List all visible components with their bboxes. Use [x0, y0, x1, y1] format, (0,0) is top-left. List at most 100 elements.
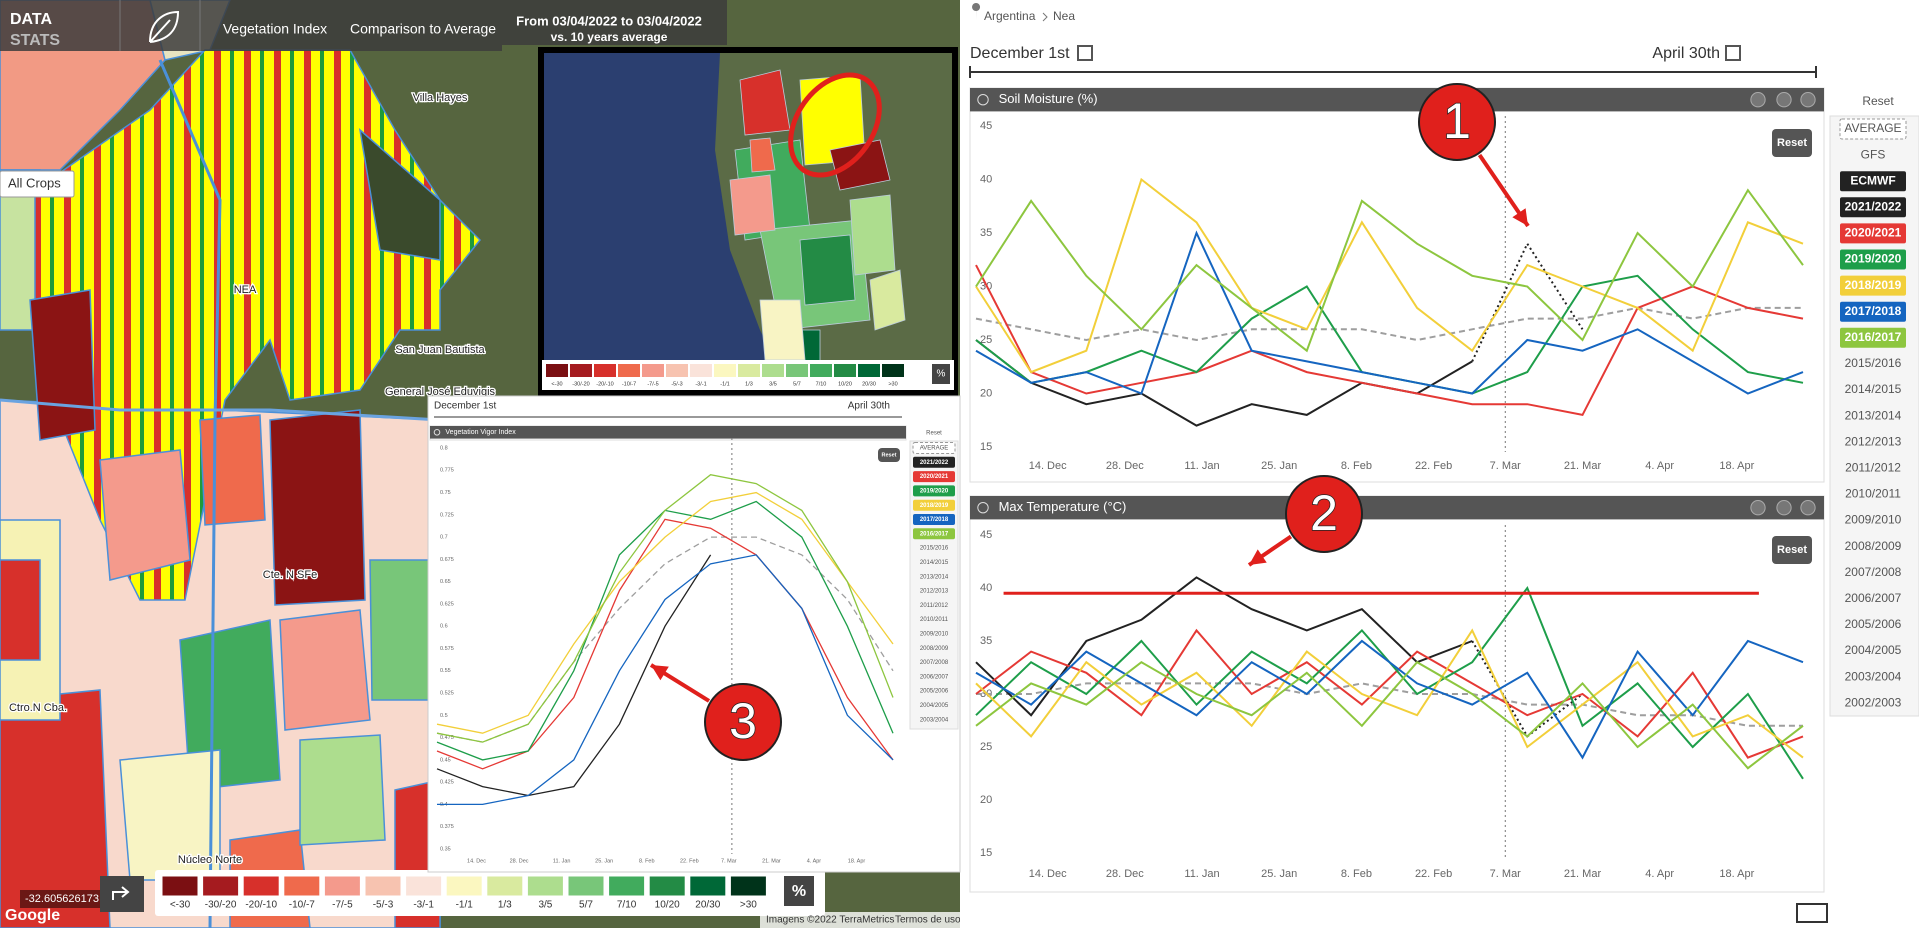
- chart-icon: [977, 94, 989, 106]
- legend-text[interactable]: 2007/2008: [920, 660, 949, 666]
- tab[interactable]: Comparison to Average: [350, 21, 496, 37]
- legend-text[interactable]: 2010/2011: [1845, 487, 1901, 501]
- header-button[interactable]: [1800, 500, 1816, 516]
- x-tick-label: 25. Jan: [1261, 460, 1297, 472]
- legend-text[interactable]: 2011/2012: [920, 603, 949, 609]
- crop-filter-label[interactable]: All Crops: [8, 175, 61, 190]
- legend-item[interactable]: [1840, 301, 1906, 322]
- legend-text[interactable]: 2010/2011: [920, 617, 949, 623]
- legend-text[interactable]: 2002/2003: [1845, 695, 1902, 709]
- legend-swatch: [323, 875, 361, 897]
- reset-label[interactable]: Reset: [1777, 544, 1807, 556]
- legend-item[interactable]: [913, 471, 955, 483]
- legend-text[interactable]: 2019/2020: [920, 488, 949, 494]
- header-button[interactable]: [1776, 92, 1792, 108]
- legend-text[interactable]: 2018/2019: [920, 503, 949, 509]
- legend-text[interactable]: 2003/2004: [1845, 669, 1902, 683]
- legend-label: 20/30: [695, 900, 720, 911]
- legend-text[interactable]: AVERAGE: [920, 446, 949, 452]
- legend-item[interactable]: [912, 442, 956, 454]
- legend-text[interactable]: 2014/2015: [1845, 382, 1902, 396]
- legend-reset[interactable]: Reset: [1862, 94, 1894, 108]
- series-line: [436, 491, 894, 734]
- legend-item[interactable]: [913, 485, 955, 497]
- series-line: [975, 639, 1804, 760]
- legend-text[interactable]: 2011/2012: [1845, 460, 1901, 474]
- y-tick-label: 45: [980, 529, 992, 541]
- legend-item[interactable]: [913, 528, 955, 540]
- reset-label[interactable]: Reset: [1777, 137, 1807, 149]
- legend-text[interactable]: 2003/2004: [920, 717, 949, 723]
- chart-title: Vegetation Vigor Index: [445, 429, 516, 436]
- legend-text[interactable]: 2006/2007: [1845, 591, 1902, 605]
- share-button[interactable]: [100, 876, 144, 912]
- legend-text[interactable]: 2013/2014: [1845, 408, 1902, 422]
- legend-text[interactable]: 2013/2014: [920, 574, 949, 580]
- unit-label[interactable]: %: [792, 883, 806, 900]
- legend-text[interactable]: AVERAGE: [1844, 121, 1901, 135]
- y-tick-label: 0.375: [440, 824, 454, 830]
- legend-text[interactable]: 2005/2006: [1845, 617, 1902, 631]
- header-button[interactable]: [1800, 92, 1816, 108]
- breadcrumb[interactable]: Argentina: [984, 9, 1036, 23]
- legend-text[interactable]: 2015/2016: [920, 546, 949, 552]
- legend-text[interactable]: 2018/2019: [1845, 278, 1902, 292]
- legend-item[interactable]: [1840, 249, 1906, 270]
- header-button[interactable]: [1750, 500, 1766, 516]
- legend-text[interactable]: 2017/2018: [920, 517, 949, 523]
- legend-item[interactable]: [913, 499, 955, 511]
- inset-legend-swatch: [570, 364, 592, 377]
- brand: DATA: [10, 11, 53, 28]
- legend-item[interactable]: [1839, 118, 1907, 140]
- reset-button[interactable]: [1772, 129, 1812, 157]
- legend-text[interactable]: ECMWF: [1850, 173, 1895, 187]
- legend-item[interactable]: [1840, 171, 1906, 192]
- legend-text[interactable]: 2021/2022: [920, 460, 949, 466]
- header-bar: [0, 0, 502, 51]
- legend-text[interactable]: 2020/2021: [1845, 226, 1902, 240]
- tab[interactable]: Vegetation Index: [223, 21, 327, 37]
- header-button[interactable]: [1776, 500, 1792, 516]
- legend-text[interactable]: 2019/2020: [1845, 252, 1902, 266]
- x-tick-label: 14. Dec: [467, 858, 486, 864]
- legend-item[interactable]: [913, 456, 955, 468]
- reset-button[interactable]: [1772, 536, 1812, 564]
- reset-button[interactable]: [878, 448, 900, 462]
- legend-text[interactable]: 2004/2005: [920, 703, 949, 709]
- legend-text[interactable]: 2021/2022: [1845, 199, 1902, 213]
- x-tick-label: 25. Jan: [595, 858, 613, 864]
- legend-text[interactable]: 2006/2007: [920, 674, 949, 680]
- legend-text[interactable]: 2007/2008: [1845, 565, 1902, 579]
- legend-text[interactable]: 2017/2018: [1845, 304, 1902, 318]
- reset-label[interactable]: Reset: [882, 452, 897, 458]
- legend-text[interactable]: 2008/2009: [1845, 539, 1902, 553]
- legend-text[interactable]: 2016/2017: [920, 531, 949, 537]
- legend-text[interactable]: 2020/2021: [920, 474, 949, 480]
- crop-filter[interactable]: [0, 170, 75, 198]
- legend-item[interactable]: [1840, 275, 1906, 296]
- legend-text[interactable]: 2015/2016: [1845, 356, 1902, 370]
- legend-text[interactable]: 2005/2006: [920, 689, 949, 695]
- legend-text[interactable]: GFS: [1861, 147, 1886, 161]
- legend-text[interactable]: 2004/2005: [1845, 643, 1902, 657]
- legend-text[interactable]: 2012/2013: [1845, 434, 1902, 448]
- legend-text[interactable]: 2009/2010: [920, 631, 949, 637]
- legend-text[interactable]: 2012/2013: [920, 589, 949, 595]
- period-end[interactable]: April 30th: [1652, 45, 1720, 62]
- legend-item[interactable]: [1840, 223, 1906, 244]
- legend-text[interactable]: 2014/2015: [920, 560, 949, 566]
- period-start[interactable]: December 1st: [970, 45, 1070, 62]
- map-label: Núcleo Norte: [178, 854, 242, 866]
- bottom-icon[interactable]: [1796, 903, 1828, 923]
- legend-text[interactable]: 2009/2010: [1845, 513, 1902, 527]
- legend-item[interactable]: [913, 514, 955, 525]
- series-line: [975, 306, 1803, 342]
- legend-text[interactable]: 2008/2009: [920, 646, 949, 652]
- y-tick-label: 0.475: [440, 735, 454, 741]
- legend-item[interactable]: [1840, 197, 1906, 218]
- legend-item[interactable]: [1840, 327, 1906, 348]
- header-button[interactable]: [1750, 92, 1766, 108]
- legend-text[interactable]: 2016/2017: [1845, 330, 1902, 344]
- inset-legend-label: -20/-10: [596, 381, 613, 387]
- attribution[interactable]: Termos de uso: [895, 915, 961, 926]
